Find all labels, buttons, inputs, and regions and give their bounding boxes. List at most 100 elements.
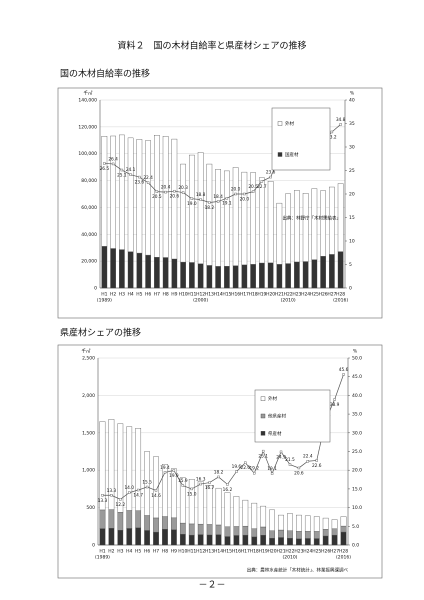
bar-segment: [126, 426, 133, 511]
bar-segment: [267, 181, 274, 264]
x-tick-label: H8: [162, 549, 168, 555]
bar-segment: [206, 265, 213, 289]
bar-segment: [250, 172, 256, 265]
bar-segment: [304, 538, 311, 546]
y-tick-label: 80,000: [81, 178, 97, 184]
x-tick-label: H26: [319, 292, 328, 298]
data-label: 34.8: [336, 117, 346, 123]
data-label: 18.8: [196, 192, 206, 198]
x-tick-label: H19: [259, 549, 268, 555]
bar-segment: [320, 256, 326, 289]
bar-segment: [241, 264, 248, 289]
x-tick-label: H1: [101, 292, 107, 298]
data-label: 20.0: [231, 187, 241, 193]
x-tick-label: H3: [119, 292, 125, 298]
bar-segment: [331, 534, 338, 546]
data-label: 22.0: [241, 465, 251, 471]
page-title: 資料２ 国の木材自給率と県産材シェアの推移: [117, 40, 306, 52]
y-tick-label: 140,000: [78, 98, 97, 104]
x-tick-label: H16: [231, 292, 240, 298]
bar-segment: [287, 530, 293, 539]
rate-marker: [129, 173, 132, 176]
rate-marker: [145, 485, 149, 489]
bar-segment: [171, 468, 177, 519]
bar-segment: [269, 509, 275, 531]
legend-label: 外材: [285, 120, 294, 127]
bar-segment: [171, 517, 177, 530]
x-tick-label: H9: [171, 292, 177, 298]
bar-segment: [278, 537, 284, 546]
data-label: 45.6: [339, 367, 349, 373]
data-label: 25.1: [117, 173, 127, 179]
rate-marker: [111, 162, 115, 166]
legend-swatch: [260, 431, 266, 436]
bar-segment: [179, 522, 186, 535]
bar-segment: [215, 524, 222, 535]
bar-segment: [126, 528, 133, 546]
y-tick-label: 20,000: [81, 259, 97, 265]
rate-marker: [172, 469, 176, 472]
bar-segment: [144, 515, 150, 531]
bar-segment: [215, 487, 222, 526]
x-tick-label: H16: [232, 549, 241, 555]
bar-segment: [206, 534, 213, 546]
bar-segment: [250, 264, 256, 289]
bar-segment: [232, 265, 239, 289]
bar-segment: [285, 263, 291, 289]
x-tick-label: H4: [126, 549, 132, 555]
bar-segment: [154, 257, 160, 289]
legend-swatch: [260, 413, 266, 419]
x-tick-label: H18: [250, 549, 259, 555]
bar-segment: [215, 169, 221, 267]
x-tick-label: H27: [330, 549, 339, 555]
x-tick-label: H21: [275, 292, 284, 298]
rate-marker: [119, 498, 122, 501]
rate-marker: [190, 487, 193, 491]
bar-segment: [276, 264, 283, 289]
y2-tick-label: 45.0: [352, 374, 362, 380]
x-tick-label: H13: [205, 549, 214, 555]
bar-segment: [278, 514, 284, 531]
bar-segment: [340, 525, 347, 533]
bar-segment: [206, 524, 213, 536]
bar-segment: [197, 523, 204, 535]
bar-segment: [296, 531, 302, 540]
legend-box: [271, 107, 331, 171]
bar-segment: [340, 531, 347, 546]
rate-marker: [269, 175, 272, 179]
y2-tick-label: 40: [349, 98, 355, 104]
data-label: 14.7: [133, 493, 143, 499]
y2-tick-label: 25.0: [352, 449, 362, 455]
data-label: 12.2: [116, 502, 126, 508]
rate-marker: [164, 190, 167, 194]
bar-segment: [329, 186, 335, 255]
y2-tick-label: 0: [349, 286, 352, 292]
rate-marker: [155, 190, 159, 193]
source-note: 出典：農林水産統計「木材統計」、林業振興課調べ: [247, 567, 349, 574]
legend-swatch: [277, 121, 283, 126]
bar-segment: [331, 519, 338, 529]
bar-segment: [108, 509, 115, 529]
x-tick-label: H4: [128, 292, 134, 298]
bar-segment: [179, 534, 186, 546]
data-label: 15.0: [187, 491, 197, 497]
bar-segment: [135, 428, 142, 511]
data-label: 23.6: [266, 170, 276, 176]
data-label: 19.2: [249, 466, 259, 472]
bar-segment: [313, 531, 320, 539]
data-label: 15.5: [142, 480, 152, 486]
rate-marker: [138, 175, 141, 179]
rate-marker: [235, 470, 238, 473]
bar-segment: [322, 517, 329, 530]
x-tick-label: H2: [110, 292, 116, 298]
data-label: 16.2: [223, 487, 233, 493]
rate-marker: [244, 461, 247, 464]
y2-tick-label: 10: [349, 239, 355, 245]
bar-segment: [127, 137, 134, 252]
data-label: 38.9: [330, 402, 340, 408]
rate-marker: [163, 471, 167, 474]
rate-marker: [110, 494, 113, 497]
rate-marker: [181, 484, 185, 487]
data-label: 20.6: [294, 470, 304, 476]
legend-label: 他県産材: [268, 413, 286, 420]
